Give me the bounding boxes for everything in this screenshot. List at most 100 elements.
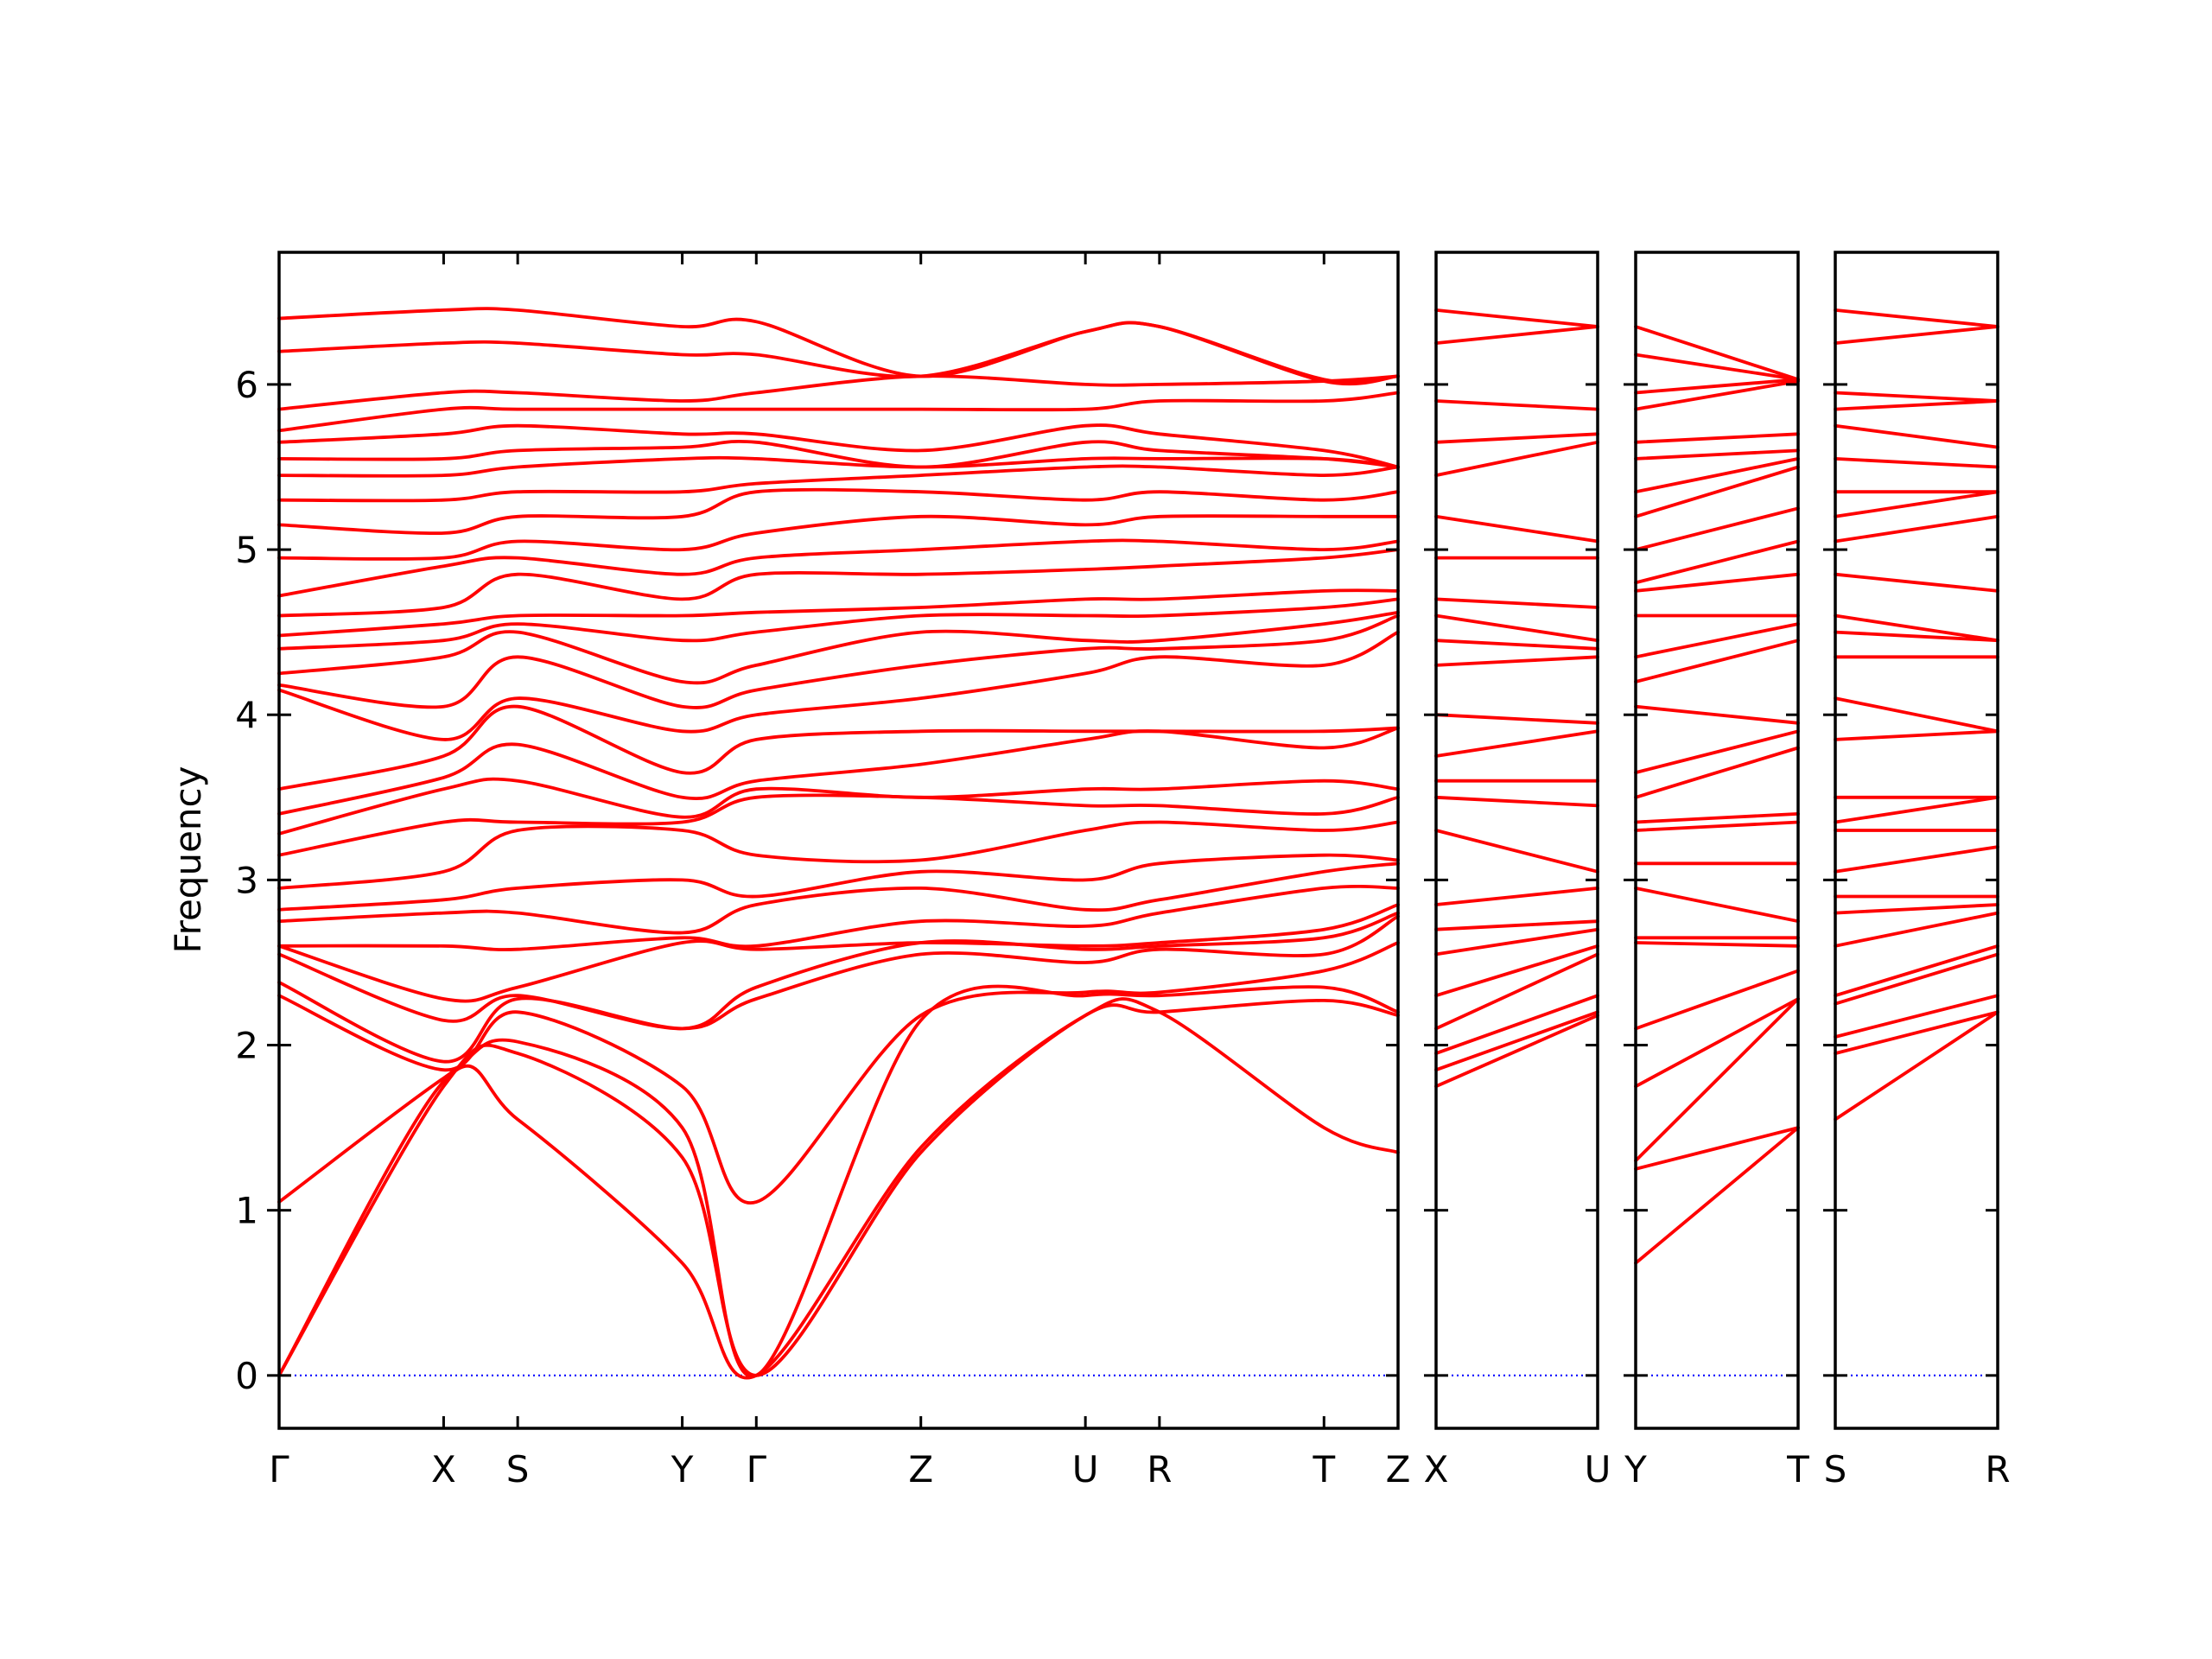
panel-frame bbox=[1434, 251, 1599, 1430]
band-line-32 bbox=[277, 307, 1400, 385]
band-line-1 bbox=[1834, 1010, 1999, 1122]
band-line-26 bbox=[277, 455, 1400, 478]
band-line-4 bbox=[277, 941, 1400, 1205]
band-line-14 bbox=[1634, 704, 1800, 725]
band-line-10 bbox=[1634, 820, 1800, 832]
band-line-28 bbox=[1634, 325, 1800, 382]
band-line-12 bbox=[1434, 729, 1599, 758]
band-line-19 bbox=[1634, 539, 1800, 585]
band-line-25 bbox=[1834, 391, 1999, 403]
band-line-21 bbox=[1434, 432, 1599, 444]
band-line-12 bbox=[1634, 746, 1800, 799]
band-line-22 bbox=[277, 538, 1400, 598]
x-tick-label: Y bbox=[671, 1448, 694, 1491]
band-line-23 bbox=[1634, 448, 1800, 461]
band-line-15 bbox=[277, 704, 1400, 791]
band-line-25 bbox=[1634, 379, 1800, 411]
band-line-11 bbox=[277, 820, 1400, 890]
y-tick-label: 3 bbox=[235, 859, 258, 901]
band-line-9 bbox=[1834, 845, 1999, 874]
band-line-22 bbox=[1634, 457, 1800, 494]
band-line-27 bbox=[1834, 308, 1999, 328]
band-line-7 bbox=[1834, 903, 1999, 915]
band-line-16 bbox=[277, 630, 1400, 741]
band-line-5 bbox=[277, 914, 1400, 1064]
x-tick-label: R bbox=[1147, 1448, 1172, 1491]
band-line-13 bbox=[277, 777, 1400, 836]
panel-frame bbox=[1634, 251, 1800, 1430]
band-line-2 bbox=[277, 998, 1400, 1377]
band-line-24 bbox=[1634, 432, 1800, 444]
band-line-3 bbox=[1634, 997, 1800, 1163]
band-line-10 bbox=[1434, 795, 1599, 808]
y-tick-label: 5 bbox=[235, 529, 258, 571]
band-line-15 bbox=[1434, 639, 1599, 651]
y-tick-label: 1 bbox=[235, 1190, 258, 1232]
band-line-6 bbox=[1434, 927, 1599, 957]
x-tick-label: Γ bbox=[747, 1448, 767, 1491]
band-line-11 bbox=[1634, 812, 1800, 824]
band-line-20 bbox=[277, 588, 1400, 638]
band-line-21 bbox=[1634, 465, 1800, 518]
band-line-23 bbox=[277, 514, 1400, 561]
band-line-7 bbox=[1434, 919, 1599, 931]
band-line-2 bbox=[1634, 1126, 1800, 1171]
x-tick-label: T bbox=[1312, 1448, 1335, 1491]
band-line-1 bbox=[1634, 1126, 1800, 1265]
band-line-18 bbox=[1834, 572, 1999, 593]
band-line-17 bbox=[277, 613, 1400, 709]
x-tick-label: U bbox=[1072, 1448, 1099, 1491]
band-line-2 bbox=[1834, 1010, 1999, 1055]
band-line-14 bbox=[1434, 655, 1599, 667]
band-line-16 bbox=[1434, 613, 1599, 643]
band-line-24 bbox=[1434, 308, 1599, 328]
band-line-14 bbox=[277, 726, 1400, 816]
band-line-20 bbox=[1834, 490, 1999, 518]
x-tick-label: Y bbox=[1624, 1448, 1647, 1491]
band-line-10 bbox=[277, 853, 1400, 912]
y-tick-label: 2 bbox=[235, 1025, 258, 1067]
x-tick-label: U bbox=[1585, 1448, 1611, 1491]
y-tick-label: 4 bbox=[235, 694, 258, 736]
band-line-1 bbox=[1434, 1014, 1599, 1089]
band-line-19 bbox=[1434, 514, 1599, 543]
band-line-28 bbox=[277, 423, 1400, 469]
band-line-29 bbox=[277, 391, 1400, 433]
band-line-4 bbox=[1434, 952, 1599, 1031]
panel-frame bbox=[1834, 251, 1999, 1430]
x-tick-label: Γ bbox=[269, 1448, 289, 1491]
band-line-23 bbox=[1434, 325, 1599, 345]
band-line-4 bbox=[1634, 997, 1800, 1089]
x-tick-label: Z bbox=[908, 1448, 933, 1491]
band-line-23 bbox=[1834, 423, 1999, 449]
band-line-6 bbox=[1634, 941, 1800, 948]
band-line-5 bbox=[1834, 944, 1999, 998]
band-line-16 bbox=[1634, 622, 1800, 659]
band-line-20 bbox=[1634, 506, 1800, 551]
band-line-19 bbox=[277, 597, 1400, 651]
band-line-26 bbox=[1834, 325, 1999, 345]
band-line-5 bbox=[1434, 944, 1599, 998]
band-line-6 bbox=[277, 911, 1400, 1031]
band-line-7 bbox=[277, 903, 1400, 1003]
band-line-1 bbox=[277, 997, 1400, 1380]
band-line-3 bbox=[277, 984, 1400, 1378]
band-line-15 bbox=[1634, 639, 1800, 683]
x-tick-label: X bbox=[431, 1448, 456, 1491]
band-line-6 bbox=[1834, 911, 1999, 948]
band-line-13 bbox=[1834, 729, 1999, 741]
band-line-9 bbox=[277, 861, 1400, 935]
band-line-8 bbox=[277, 884, 1400, 951]
band-line-9 bbox=[1434, 829, 1599, 874]
band-line-24 bbox=[277, 487, 1400, 536]
band-line-11 bbox=[1834, 795, 1999, 824]
y-tick-label: 0 bbox=[235, 1355, 258, 1397]
x-tick-label: X bbox=[1424, 1448, 1449, 1491]
panel-1: 0 1 2 3 4 5 6 Γ X S Y Γ Z U R T Z bbox=[235, 251, 1410, 1491]
x-tick-label: T bbox=[1786, 1448, 1809, 1491]
band-line-17 bbox=[1834, 613, 1999, 643]
band-line-26 bbox=[1634, 378, 1800, 395]
